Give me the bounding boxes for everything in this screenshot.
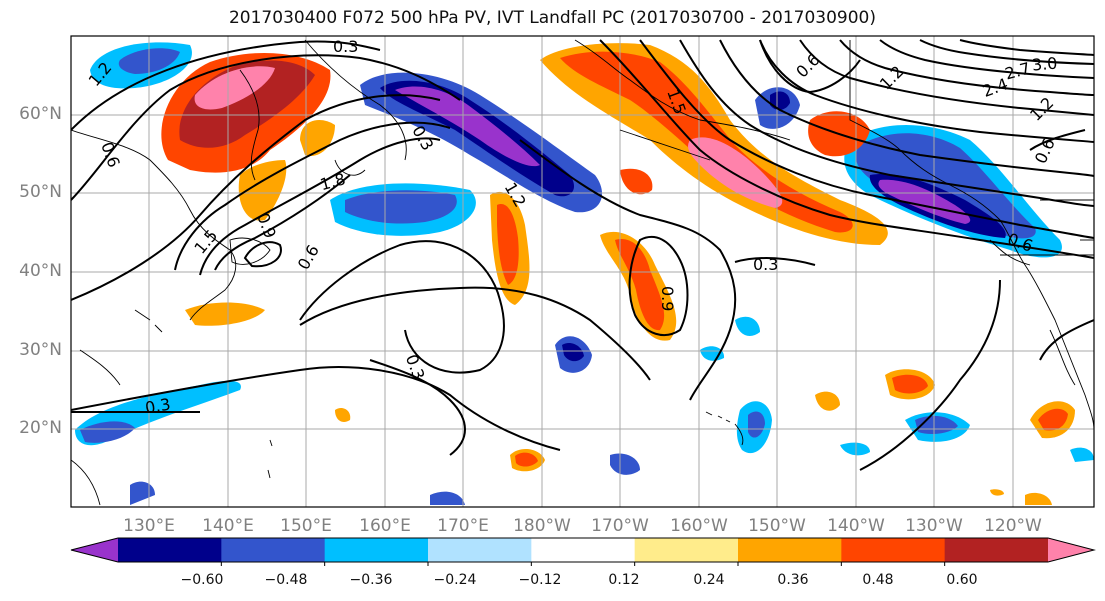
lon-label: 160°W [670,516,728,536]
lon-label: 120°W [984,516,1042,536]
colorbar-tick-label: 0.12 [608,572,640,588]
pv-positive-blob [194,66,275,110]
pv-positive-blob [892,374,928,394]
pv-negative-blob [380,80,575,197]
pv-negative-blob [878,179,971,224]
colorbar-outline [70,537,1096,563]
colorbar-tick-label: 0.24 [693,572,725,588]
colorbar-bin [118,538,222,562]
lon-label: 170°E [437,516,489,536]
lon-label: 150°W [748,516,806,536]
pv-negative-blob [130,481,155,505]
colorbar-tick-label: 0.48 [862,572,894,588]
pv-positive-blob [335,408,351,422]
lon-label: 160°E [359,516,411,536]
pv-negative-blob [562,343,584,362]
colorbar-bin [221,538,326,562]
colorbar-tick-label: −0.24 [433,572,477,588]
pv-positive-blob [688,137,783,208]
pv-positive-blob [815,391,840,411]
pv-negative-blob [855,133,1036,239]
pv-positive-blob [1025,492,1052,505]
colorbar-extend-low [71,538,118,562]
colorbar-tick-label: 0.60 [946,572,978,588]
pv-negative-blob [610,453,640,475]
colorbar-bin [841,538,946,562]
colorbar-tick-label: −0.36 [349,572,393,588]
contour-label: 0.9 [658,286,677,311]
lon-label: 140°E [202,516,254,536]
pv-negative-blob [345,190,457,224]
contour-label: 1.2 [1026,93,1057,124]
colorbar-extend-high [1048,538,1094,562]
pv-negative-blob [748,411,765,438]
lat-label: 30°N [19,340,62,360]
colorbar-bin [738,538,842,562]
lon-label: 180°W [513,516,571,536]
colorbar-tick-label: −0.60 [180,572,224,588]
pv-positive-blob [1038,408,1068,431]
lat-label: 40°N [19,261,62,281]
pv-positive-blob [615,239,665,331]
coastlines [71,39,1094,506]
colorbar-bin [324,538,429,562]
lon-label: 130°E [123,516,175,536]
colorbar-bin [634,538,739,562]
colorbar-bin [944,538,1049,562]
colorbar-bin [428,538,532,562]
contour-label: 0.3 [402,352,429,382]
contour-label: 0.6 [792,50,823,81]
pv-negative-blob [395,86,540,167]
colorbar [70,537,1096,566]
contour-label: 2.7 [1003,59,1033,84]
contour-label: 0.3 [144,394,172,417]
colorbar-tick-label: 0.36 [777,572,809,588]
pv-negative-blob [80,421,135,443]
pv-positive-blob [620,168,653,195]
ivt-contours [71,39,1094,471]
pv-negative-blob [735,316,760,336]
lon-label: 150°E [280,516,332,536]
pv-positive-blob [990,489,1004,496]
pv-positive-blob [497,204,519,285]
contour-label: 0.3 [753,255,778,274]
lon-label: 170°W [591,516,649,536]
contour-label: 1.8 [318,169,348,194]
contour-label: 0.6 [294,242,323,274]
contour-label: 3.0 [1031,54,1058,75]
pv-negative-blob [1070,447,1094,462]
colorbar-tick-label: −0.12 [518,572,562,588]
colorbar-tick-label: −0.48 [264,572,308,588]
colorbar-bin [531,538,636,562]
map-title: 2017030400 F072 500 hPa PV, IVT Landfall… [228,8,876,28]
contour-label: 0.6 [1031,135,1059,166]
lat-label: 20°N [19,418,62,438]
pv-negative-blob [770,91,790,111]
contour-label: 0.3 [333,37,358,56]
lon-label: 130°W [905,516,963,536]
pv-negative-blob [840,442,870,456]
lat-label: 60°N [19,104,62,124]
pv-positive-blob [515,452,538,467]
pv-negative-blob [430,491,465,505]
graticule [71,36,1094,507]
lat-label: 50°N [19,182,62,202]
pv-positive-blob [185,302,265,326]
lon-label: 140°W [827,516,885,536]
map-frame [70,35,1095,508]
